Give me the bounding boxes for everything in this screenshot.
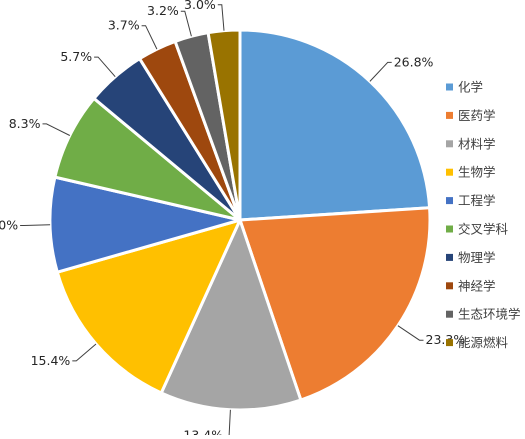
legend-label: 神经学 bbox=[458, 278, 496, 293]
legend-label: 物理学 bbox=[458, 250, 496, 265]
legend-swatch bbox=[446, 282, 453, 290]
leader-line bbox=[217, 4, 225, 31]
legend-label: 能源燃料 bbox=[458, 335, 509, 350]
pie-slice bbox=[238, 206, 432, 402]
leader-line bbox=[72, 343, 97, 362]
legend-swatch bbox=[446, 310, 453, 318]
pie-slice bbox=[48, 175, 242, 274]
data-label: 3.2% bbox=[147, 3, 179, 18]
legend-item: 化学 bbox=[446, 80, 483, 95]
leader-line bbox=[180, 10, 192, 37]
legend-swatch bbox=[446, 140, 453, 148]
leader-line bbox=[94, 56, 116, 78]
legend-label: 材料学 bbox=[458, 136, 496, 151]
legend-item: 工程学 bbox=[446, 193, 496, 208]
leader-line bbox=[369, 61, 392, 82]
pie-slice bbox=[159, 218, 303, 412]
data-label: 3.7% bbox=[108, 18, 140, 33]
legend-item: 神经学 bbox=[446, 278, 496, 293]
leader-line bbox=[42, 123, 71, 136]
data-label: 26.8% bbox=[394, 54, 434, 69]
pie-slice bbox=[238, 28, 432, 222]
legend-swatch bbox=[446, 111, 453, 119]
data-label: 5.7% bbox=[60, 49, 92, 64]
legend-swatch bbox=[446, 225, 453, 233]
data-label: 9.0% bbox=[0, 218, 18, 233]
data-label: 13.4% bbox=[183, 428, 223, 435]
data-label: 3.0% bbox=[184, 0, 216, 12]
data-label: 23.3% bbox=[426, 332, 466, 347]
legend-label: 工程学 bbox=[458, 193, 496, 208]
leader-line bbox=[20, 224, 51, 226]
legend-item: 生态环境学 bbox=[446, 307, 521, 322]
leader-line bbox=[141, 25, 158, 50]
legend-label: 生态环境学 bbox=[458, 307, 521, 322]
legend-swatch bbox=[446, 168, 453, 176]
legend-label: 生物学 bbox=[458, 165, 496, 180]
legend-item: 交叉学科 bbox=[446, 222, 509, 237]
data-label: 15.4% bbox=[31, 353, 71, 368]
pie-slices bbox=[48, 28, 432, 412]
data-label: 8.3% bbox=[9, 116, 41, 131]
legend-item: 材料学 bbox=[446, 136, 496, 151]
legend-label: 交叉学科 bbox=[458, 222, 509, 237]
legend-item: 物理学 bbox=[446, 250, 496, 265]
legend-label: 化学 bbox=[458, 80, 483, 95]
legend-swatch bbox=[446, 253, 453, 261]
leader-line bbox=[225, 409, 231, 437]
legend-swatch bbox=[446, 197, 453, 205]
pie-data-labels: 26.8% 23.3% 13.4% 15.4% 9.0% 8.3% 5.7% 3.7% 3.2%… bbox=[0, 0, 466, 439]
legend-label: 医药学 bbox=[458, 108, 496, 123]
legend-item: 能源燃料 bbox=[446, 335, 509, 350]
legend-item: 生物学 bbox=[446, 165, 496, 180]
legend-item: 医药学 bbox=[446, 108, 496, 123]
leader-line bbox=[397, 325, 424, 341]
pie-slice bbox=[55, 218, 242, 395]
legend-swatch bbox=[446, 83, 453, 91]
legend-swatch bbox=[446, 339, 453, 347]
